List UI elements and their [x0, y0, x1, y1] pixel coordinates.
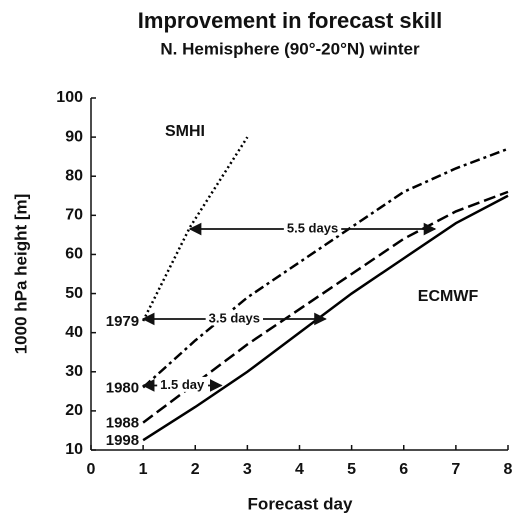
chart-subtitle: N. Hemisphere (90°-20°N) winter — [160, 39, 420, 58]
y-axis-label: 1000 hPa height [m] — [11, 194, 30, 355]
y-tick-label: 40 — [65, 324, 83, 341]
arrow-label-bg — [157, 376, 209, 392]
y-tick-label: 30 — [65, 363, 83, 380]
x-tick-label: 8 — [504, 461, 513, 478]
y-tick-label: 100 — [56, 89, 83, 106]
y-tick-label: 10 — [65, 441, 83, 458]
series-label: 1988 — [106, 415, 139, 432]
series-label: 1998 — [106, 432, 139, 449]
y-tick-label: 60 — [65, 246, 83, 263]
y-tick-label: 80 — [65, 167, 83, 184]
y-tick-label: 20 — [65, 402, 83, 419]
x-tick-label: 0 — [87, 461, 96, 478]
arrow-label: 3.5 days — [209, 310, 260, 325]
x-axis-label: Forecast day — [248, 494, 353, 513]
x-tick-label: 6 — [399, 461, 408, 478]
x-tick-label: 1 — [139, 461, 148, 478]
x-tick-label: 7 — [451, 461, 460, 478]
annotation: ECMWF — [418, 288, 479, 305]
series-label: 1979 — [106, 313, 139, 330]
x-tick-label: 2 — [191, 461, 200, 478]
series-line — [142, 136, 249, 322]
arrow-label-bg — [205, 310, 264, 326]
arrow-label: 5.5 days — [287, 220, 338, 235]
y-tick-label: 50 — [65, 285, 83, 302]
series-line — [142, 147, 509, 389]
annotation: SMHI — [165, 123, 205, 140]
arrow-label-bg — [283, 220, 342, 236]
chart-title: Improvement in forecast skill — [138, 8, 442, 33]
x-tick-label: 5 — [347, 461, 356, 478]
series-label: 1980 — [106, 379, 139, 396]
x-tick-label: 4 — [295, 461, 304, 478]
x-tick-label: 3 — [243, 461, 252, 478]
arrow-label: 1.5 day — [160, 377, 205, 392]
y-tick-label: 70 — [65, 207, 83, 224]
y-tick-label: 90 — [65, 128, 83, 145]
